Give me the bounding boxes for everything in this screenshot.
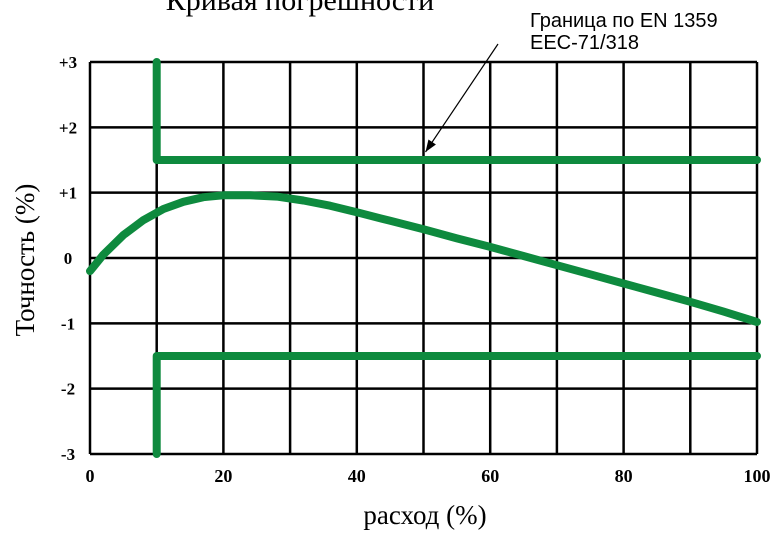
y-axis-label: Точность (%) <box>10 184 40 337</box>
x-tick-label: 40 <box>348 466 366 486</box>
y-tick-label: +1 <box>59 184 77 203</box>
y-tick-label: -2 <box>61 380 75 399</box>
y-tick-label: -3 <box>61 445 75 464</box>
x-tick-label: 0 <box>86 466 95 486</box>
chart-title: Кривая погрешности <box>166 0 435 17</box>
series-layer <box>86 58 761 458</box>
series-upper-limit <box>152 58 761 164</box>
y-tick-label: -1 <box>61 314 75 333</box>
y-tick-label: +2 <box>59 118 77 137</box>
x-tick-label: 20 <box>214 466 232 486</box>
annotation-text-line: EEC-71/318 <box>530 32 639 54</box>
annotation-arrow-line <box>425 43 499 153</box>
series-lower-limit <box>152 352 761 458</box>
series-curve <box>86 191 761 326</box>
y-tick-label: 0 <box>64 249 73 268</box>
x-tick-label: 80 <box>615 466 633 486</box>
x-axis-label: расход (%) <box>363 500 486 530</box>
annotation-arrow-head <box>425 139 436 152</box>
grid <box>88 60 759 456</box>
x-tick-label: 100 <box>744 466 770 486</box>
annotation-text-line: Граница по EN 1359 <box>530 10 718 32</box>
y-tick-label: +3 <box>59 53 77 72</box>
x-tick-label: 60 <box>481 466 499 486</box>
tick-labels: +3 +2 +1 0 -1 -2 -3 0 20 40 60 80 100 <box>59 53 770 486</box>
